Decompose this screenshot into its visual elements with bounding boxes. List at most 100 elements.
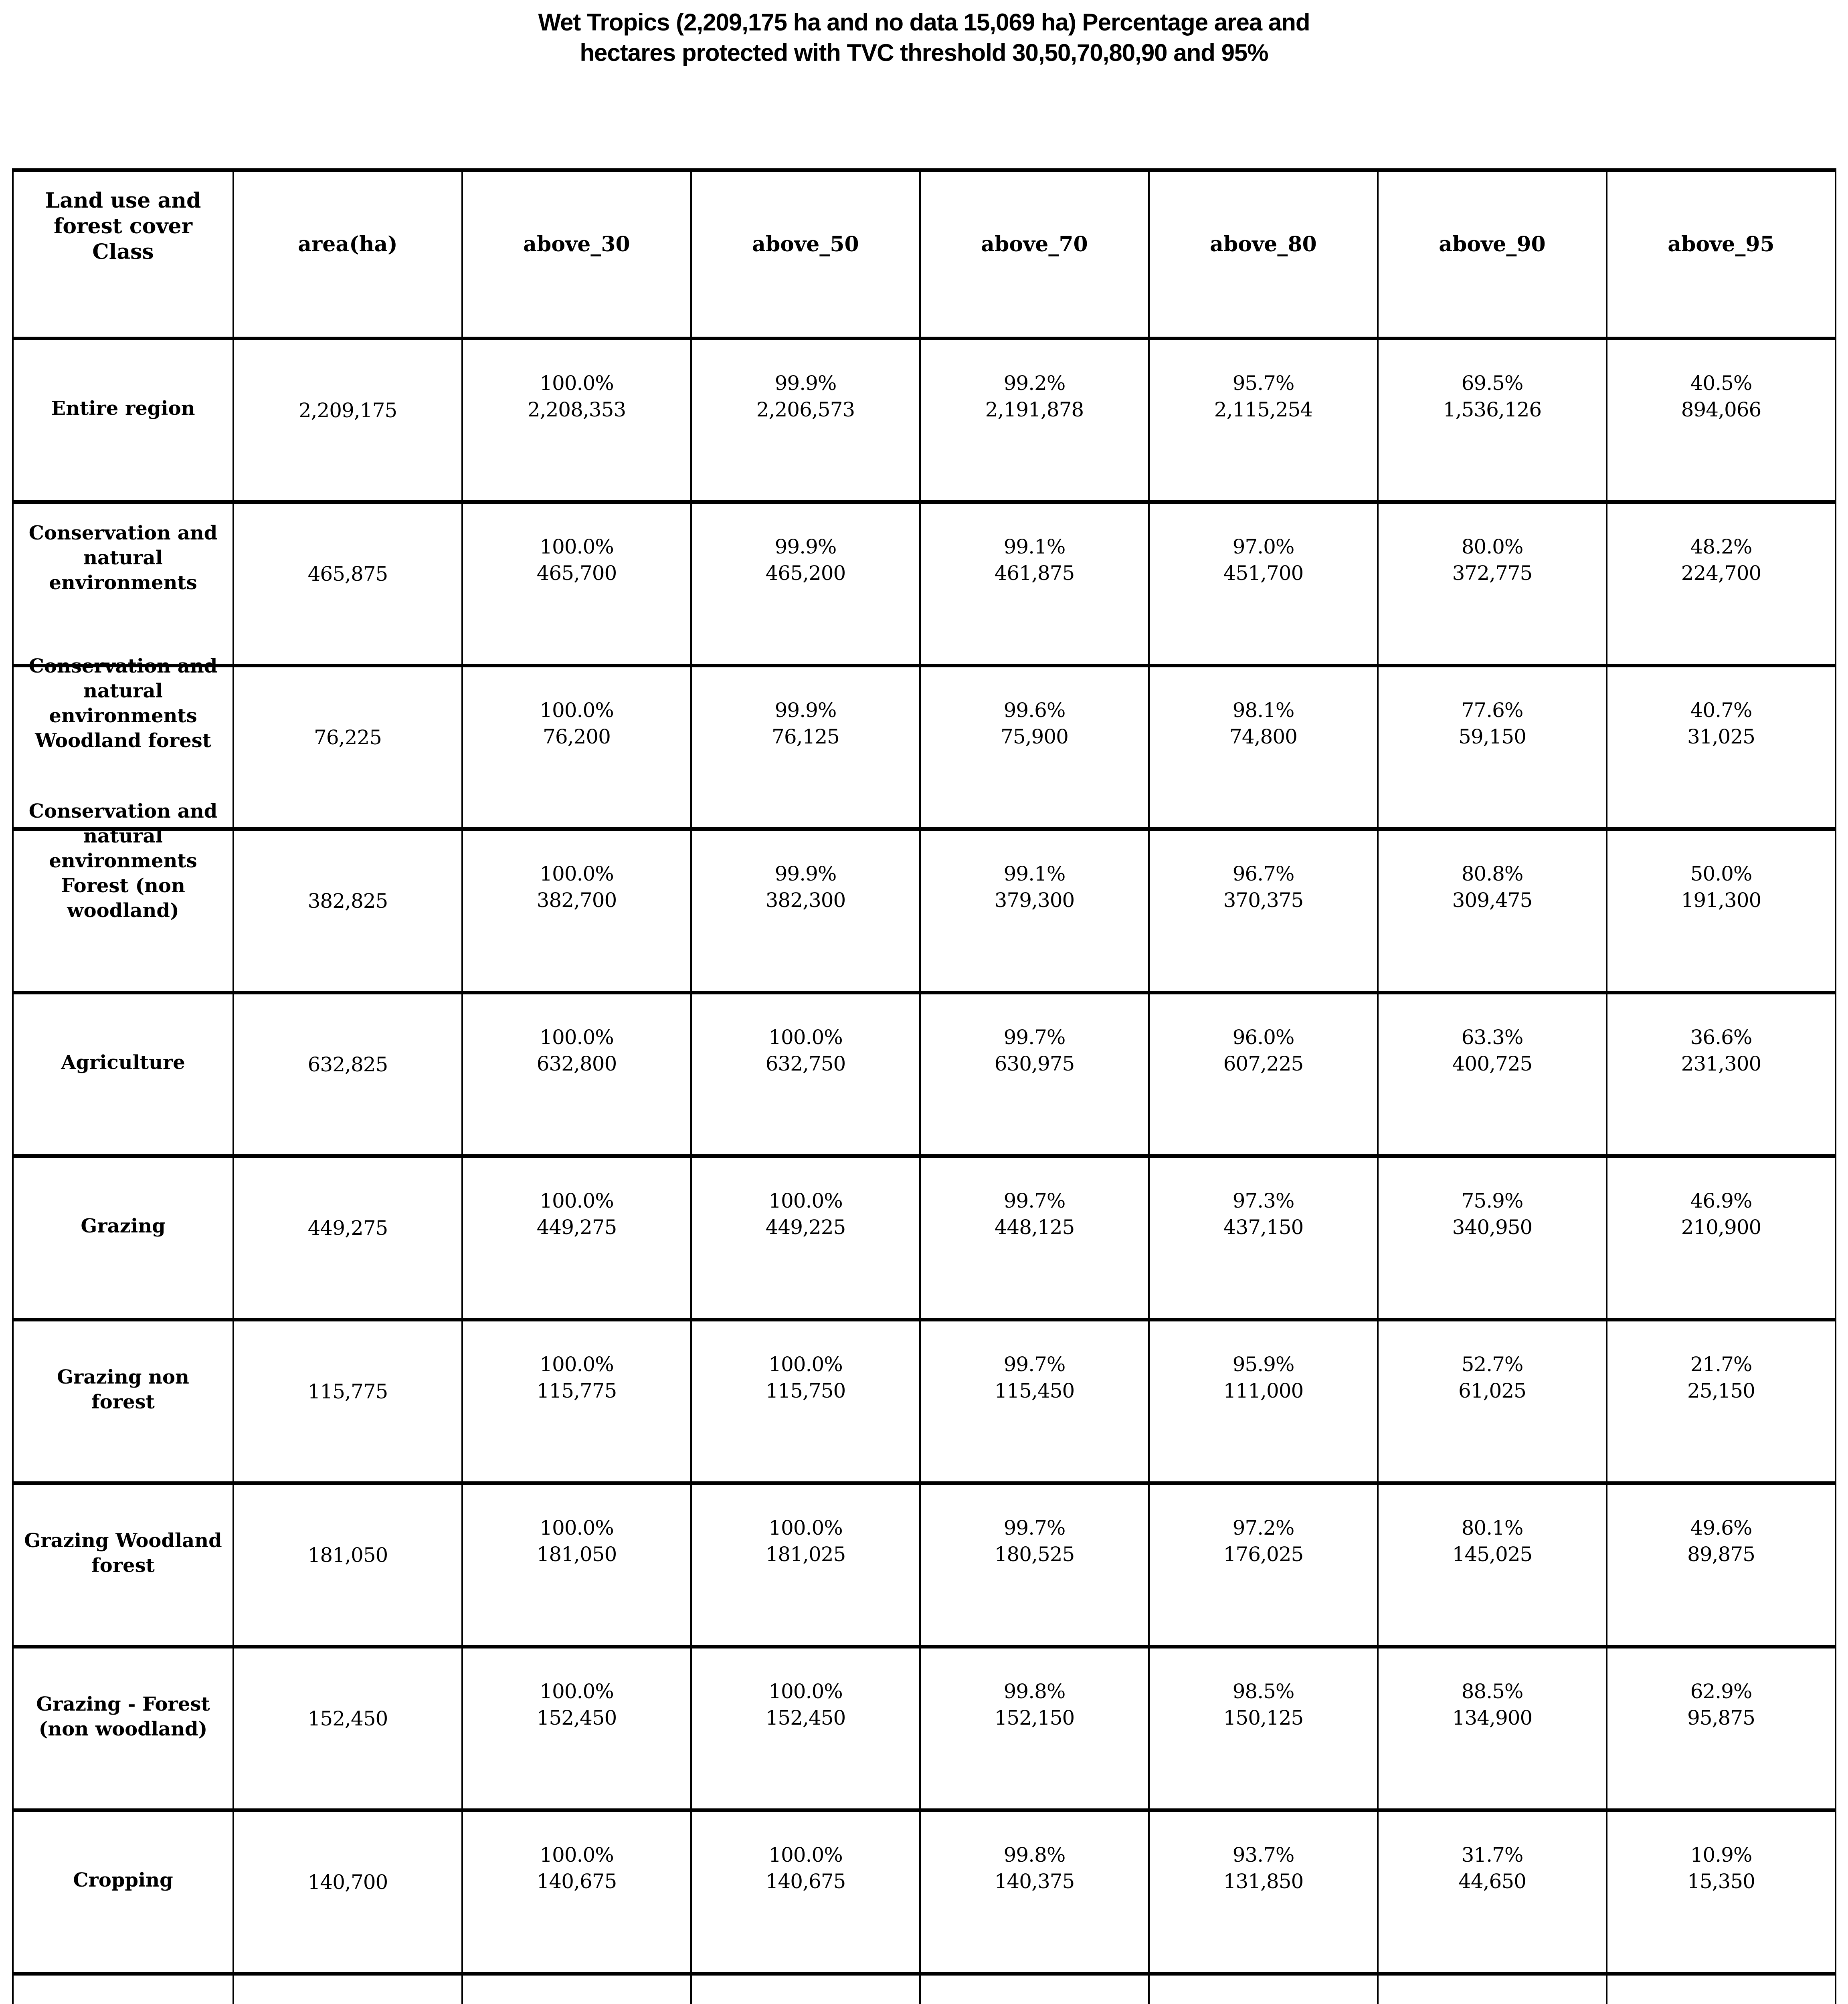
- threshold-cell: 100.0% 449,225: [690, 1154, 921, 1321]
- percent-value: 99.1%: [1003, 862, 1066, 885]
- percent-value: 98.1%: [1232, 698, 1295, 722]
- threshold-cell: 99.7% 630,975: [919, 991, 1150, 1158]
- area-cell: 42,825: [233, 1972, 463, 2004]
- threshold-cell: 80.0% 372,775: [1377, 500, 1607, 667]
- percent-value: 99.9%: [774, 371, 837, 395]
- area-cell: 632,825: [233, 991, 463, 1158]
- hectares-value: 152,150: [994, 1706, 1075, 1729]
- area-value: 152,450: [307, 1707, 388, 1730]
- percent-value: 36.6%: [1690, 1025, 1753, 1049]
- threshold-cell: 69.5% 1,536,126: [1377, 337, 1607, 504]
- header-label: area(ha): [298, 232, 398, 257]
- row-label: Conservation and natural environments Fo…: [28, 800, 218, 922]
- threshold-cell: 96.0% 607,225: [1148, 991, 1379, 1158]
- hectares-value: 181,050: [536, 1542, 617, 1566]
- percent-value: 100.0%: [540, 1352, 614, 1376]
- hectares-value: 224,700: [1681, 561, 1762, 585]
- percent-value: 40.7%: [1690, 698, 1753, 722]
- threshold-cell: 88.5% 134,900: [1377, 1645, 1607, 1812]
- percent-value: 100.0%: [540, 862, 614, 885]
- hectares-value: 607,225: [1223, 1052, 1304, 1075]
- percent-value: 99.9%: [774, 535, 837, 558]
- area-cell: 152,450: [233, 1645, 463, 1812]
- hectares-value: 632,800: [536, 1052, 617, 1075]
- hectares-value: 449,225: [765, 1215, 846, 1239]
- percent-value: 49.6%: [1690, 1516, 1753, 1539]
- threshold-cell: 100.0% 152,450: [461, 1645, 692, 1812]
- threshold-cell: 52.7% 61,025: [1377, 1318, 1607, 1485]
- hectares-value: 340,950: [1452, 1215, 1533, 1239]
- threshold-cell: 99.9% 2,206,573: [690, 337, 921, 504]
- threshold-cell: 46.9% 210,900: [1606, 1154, 1836, 1321]
- percent-value: 100.0%: [540, 1679, 614, 1703]
- threshold-cell: 100.0% 465,700: [461, 500, 692, 667]
- threshold-cell: 100.0% 140,675: [690, 1808, 921, 1976]
- header-cell: above_90: [1377, 168, 1607, 340]
- hectares-value: 372,775: [1452, 561, 1533, 585]
- hectares-value: 465,700: [536, 561, 617, 585]
- hectares-value: 111,000: [1223, 1379, 1304, 1402]
- header-cell: above_95: [1606, 168, 1836, 340]
- area-value: 181,050: [307, 1543, 388, 1567]
- page-title: Wet Tropics (2,209,175 ha and no data 15…: [0, 7, 1848, 68]
- hectares-value: 31,025: [1687, 725, 1755, 748]
- hectares-value: 2,115,254: [1214, 398, 1313, 421]
- area-cell: 115,775: [233, 1318, 463, 1485]
- percent-value: 10.9%: [1690, 1843, 1753, 1867]
- threshold-cell: 95.7% 2,115,254: [1148, 337, 1379, 504]
- area-value: 449,275: [307, 1216, 388, 1240]
- row-label: Agriculture: [61, 1051, 185, 1074]
- threshold-cell: 99.8% 152,150: [919, 1645, 1150, 1812]
- hectares-value: 437,150: [1223, 1215, 1304, 1239]
- threshold-cell: 31.7% 44,650: [1377, 1808, 1607, 1976]
- table-row: Agriculture 632,825 100.0% 632,800 100.0% 632…: [12, 991, 1836, 1158]
- threshold-cell: 35.3%15,100: [1377, 1972, 1607, 2004]
- percent-value: 46.9%: [1690, 1189, 1753, 1212]
- threshold-cell: 99.1%42,450: [919, 1972, 1150, 2004]
- hectares-value: 382,700: [536, 888, 617, 912]
- header-label: above_70: [981, 232, 1088, 257]
- hectares-value: 382,300: [765, 888, 846, 912]
- threshold-cell: 100.0% 115,750: [690, 1318, 921, 1485]
- percent-value: 99.9%: [774, 698, 837, 722]
- area-cell: 449,275: [233, 1154, 463, 1321]
- area-value: 382,825: [307, 889, 388, 913]
- threshold-cell: 99.1% 461,875: [919, 500, 1150, 667]
- row-label-cell: Entire region: [12, 337, 234, 504]
- percent-value: 100.0%: [768, 1516, 843, 1539]
- threshold-cell: 49.6% 89,875: [1606, 1481, 1836, 1648]
- percent-value: 100.0%: [768, 1679, 843, 1703]
- hectares-value: 1,536,126: [1443, 398, 1542, 421]
- hectares-value: 145,025: [1452, 1542, 1533, 1566]
- threshold-cell: 99.7% 115,450: [919, 1318, 1150, 1485]
- hectares-value: 894,066: [1681, 398, 1762, 421]
- percent-value: 69.5%: [1461, 371, 1524, 395]
- hectares-value: 180,525: [994, 1542, 1075, 1566]
- threshold-cell: 100.0%42,825: [461, 1972, 692, 2004]
- threshold-cell: 80.8% 309,475: [1377, 827, 1607, 994]
- row-label: Entire region: [51, 397, 195, 420]
- threshold-cell: 97.3% 437,150: [1148, 1154, 1379, 1321]
- area-value: 632,825: [307, 1053, 388, 1076]
- percent-value: 100.0%: [768, 1843, 843, 1867]
- row-label-cell: Grazing Woodland forest: [12, 1481, 234, 1648]
- hectares-value: 44,650: [1458, 1869, 1527, 1893]
- percent-value: 100.0%: [540, 698, 614, 722]
- threshold-cell: 99.1% 379,300: [919, 827, 1150, 994]
- threshold-cell: 21.7% 25,150: [1606, 1318, 1836, 1485]
- hectares-value: 59,150: [1458, 725, 1527, 748]
- threshold-cell: 75.9% 340,950: [1377, 1154, 1607, 1321]
- hectares-value: 15,350: [1687, 1869, 1755, 1893]
- percent-value: 88.5%: [1461, 1679, 1524, 1703]
- threshold-cell: 11.7%5,025: [1606, 1972, 1836, 2004]
- threshold-cell: 98.5% 150,125: [1148, 1645, 1379, 1812]
- percent-value: 80.1%: [1461, 1516, 1524, 1539]
- threshold-cell: 97.0% 451,700: [1148, 500, 1379, 667]
- hectares-value: 140,675: [765, 1869, 846, 1893]
- row-label-cell: Conservation and natural environments Wo…: [12, 655, 234, 831]
- page-title-line1: Wet Tropics (2,209,175 ha and no data 15…: [538, 9, 1310, 36]
- header-cell: above_50: [690, 168, 921, 340]
- percent-value: 96.7%: [1232, 862, 1295, 885]
- percent-value: 100.0%: [768, 1352, 843, 1376]
- table-header-row: Land use and forest cover Class area(ha) a…: [12, 168, 1836, 340]
